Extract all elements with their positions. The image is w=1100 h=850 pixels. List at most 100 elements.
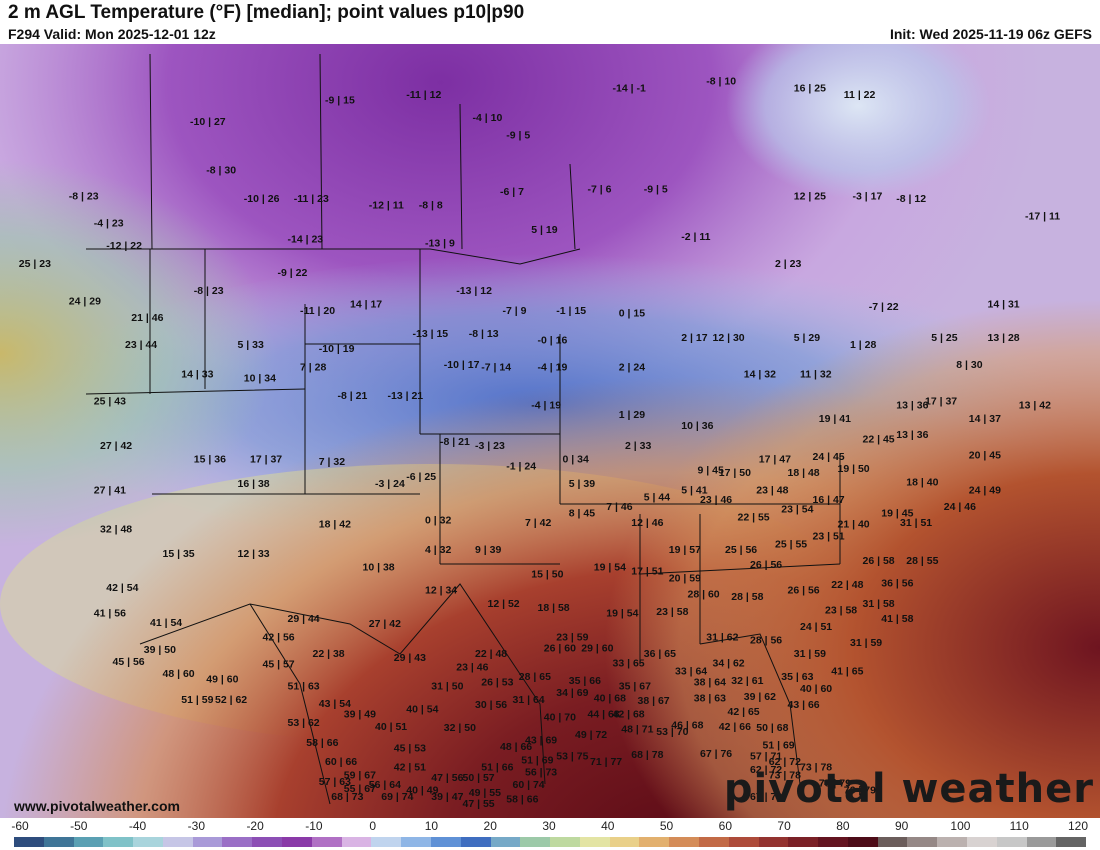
valid-time: F294 Valid: Mon 2025-12-01 12z <box>8 26 216 42</box>
point-value: 35 | 66 <box>569 675 601 687</box>
point-value: 41 | 58 <box>881 613 913 625</box>
point-value: -10 | 26 <box>244 193 280 205</box>
point-value: -8 | 12 <box>896 193 926 205</box>
point-value: -9 | 5 <box>644 184 668 196</box>
point-value: -4 | 19 <box>531 400 561 412</box>
website-label: www.pivotalweather.com <box>14 798 180 814</box>
point-value: 49 | 60 <box>206 674 238 686</box>
point-value: -7 | 22 <box>869 301 899 313</box>
point-value: 14 | 31 <box>988 298 1020 310</box>
point-value: 34 | 69 <box>556 687 588 699</box>
point-value: 12 | 34 <box>425 585 457 597</box>
point-value: 25 | 23 <box>19 258 51 270</box>
point-value: 24 | 45 <box>813 451 845 463</box>
point-value: 50 | 57 <box>463 772 495 784</box>
point-value: 1 | 28 <box>850 339 876 351</box>
colorbar-swatch <box>430 837 461 847</box>
point-values: -10 | 27 -9 | 15 -11 | 12 -4 | 10 -14 | -1 -8… <box>19 76 1060 810</box>
point-value: 14 | 33 <box>181 369 213 381</box>
point-value: 34 | 62 <box>713 657 745 669</box>
point-value: 32 | 50 <box>444 722 476 734</box>
point-value: 31 | 62 <box>706 632 738 644</box>
colorbar-swatch <box>996 837 1027 847</box>
point-value: 30 | 56 <box>475 699 507 711</box>
point-value: 43 | 54 <box>319 698 351 710</box>
colorbar-swatch <box>252 837 283 847</box>
point-value: 2 | 33 <box>625 440 651 452</box>
colorbar-swatch <box>73 837 104 847</box>
point-value: 43 | 66 <box>788 699 820 711</box>
point-value: -13 | 15 <box>413 328 449 340</box>
point-value: -11 | 20 <box>300 305 335 317</box>
point-value: 47 | 55 <box>463 798 495 810</box>
point-value: 48 | 71 <box>621 724 653 736</box>
point-value: 43 | 69 <box>525 734 557 746</box>
point-value: 27 | 42 <box>369 618 401 630</box>
colorbar-swatch <box>490 837 521 847</box>
point-value: 51 | 69 <box>763 740 795 752</box>
point-value: 23 | 58 <box>825 605 857 617</box>
colorbar-swatch <box>192 837 223 847</box>
point-value: -11 | 23 <box>294 193 329 205</box>
point-value: -7 | 6 <box>588 184 612 196</box>
point-value: 0 | 34 <box>563 454 589 466</box>
point-value: 40 | 51 <box>375 721 407 733</box>
point-value: -10 | 19 <box>319 343 355 355</box>
point-value: 42 | 68 <box>613 709 645 721</box>
point-value: 17 | 37 <box>250 454 282 466</box>
point-value: 13 | 42 <box>1019 400 1051 412</box>
point-value: -10 | 27 <box>190 116 226 128</box>
point-value: 45 | 57 <box>263 659 295 671</box>
point-value: 19 | 54 <box>594 562 626 574</box>
point-value: 41 | 54 <box>150 617 182 629</box>
point-value: -8 | 30 <box>206 165 236 177</box>
point-value: 10 | 38 <box>363 562 395 574</box>
colorbar-tick: 120 <box>1067 819 1089 833</box>
point-value: 29 | 44 <box>288 613 320 625</box>
colorbar-swatch <box>460 837 491 847</box>
point-value: 44 | 68 <box>588 709 620 721</box>
point-value: 57 | 63 <box>319 776 351 788</box>
point-value: 28 | 65 <box>519 671 551 683</box>
point-value: 8 | 30 <box>956 359 982 371</box>
point-value: 16 | 47 <box>813 494 845 506</box>
point-value: 4 | 32 <box>425 544 451 556</box>
point-value: 35 | 67 <box>619 680 651 692</box>
point-value: 27 | 42 <box>100 440 132 452</box>
point-value: 24 | 46 <box>944 501 976 513</box>
point-value: 68 | 73 <box>331 791 363 803</box>
point-value: 56 | 73 <box>525 767 557 779</box>
colorbar-tick: -40 <box>128 819 147 833</box>
point-value: 55 | 67 <box>344 783 376 795</box>
coastlines <box>139 583 801 805</box>
point-value: 46 | 68 <box>671 720 703 732</box>
colorbar-ticks: -60 -50 -40 -30 -20 -10 0 10 20 30 40 50 60 70 80 90 100… <box>0 818 1100 834</box>
point-value: 12 | 30 <box>713 332 745 344</box>
point-value: 23 | 59 <box>556 632 588 644</box>
colorbar-swatch <box>847 837 878 847</box>
point-value: 38 | 67 <box>638 695 670 707</box>
colorbar-tick: 20 <box>483 819 497 833</box>
colorbar-tick: -60 <box>11 819 29 833</box>
point-value: 38 | 63 <box>694 693 726 705</box>
point-value: 29 | 43 <box>394 652 426 664</box>
point-value: 31 | 59 <box>794 648 826 660</box>
point-value: 12 | 46 <box>631 517 663 529</box>
point-value: 42 | 51 <box>394 761 426 773</box>
colorbar-strip <box>14 837 1087 847</box>
point-value: 41 | 56 <box>94 607 126 619</box>
point-value: -9 | 15 <box>325 94 355 106</box>
point-value: 36 | 56 <box>881 578 913 590</box>
point-value: -4 | 10 <box>473 112 503 124</box>
point-value: 9 | 39 <box>475 544 501 556</box>
colorbar-swatch <box>341 837 372 847</box>
point-value: 22 | 38 <box>313 648 345 660</box>
colorbar-swatch <box>877 837 908 847</box>
point-value: -13 | 12 <box>456 285 492 297</box>
point-value: 18 | 42 <box>319 518 351 530</box>
point-value: 39 | 50 <box>144 644 176 656</box>
colorbar-tick: 80 <box>836 819 850 833</box>
colorbar-swatch <box>133 837 163 847</box>
point-value: 27 | 41 <box>94 485 126 497</box>
point-value: 42 | 54 <box>106 582 138 594</box>
